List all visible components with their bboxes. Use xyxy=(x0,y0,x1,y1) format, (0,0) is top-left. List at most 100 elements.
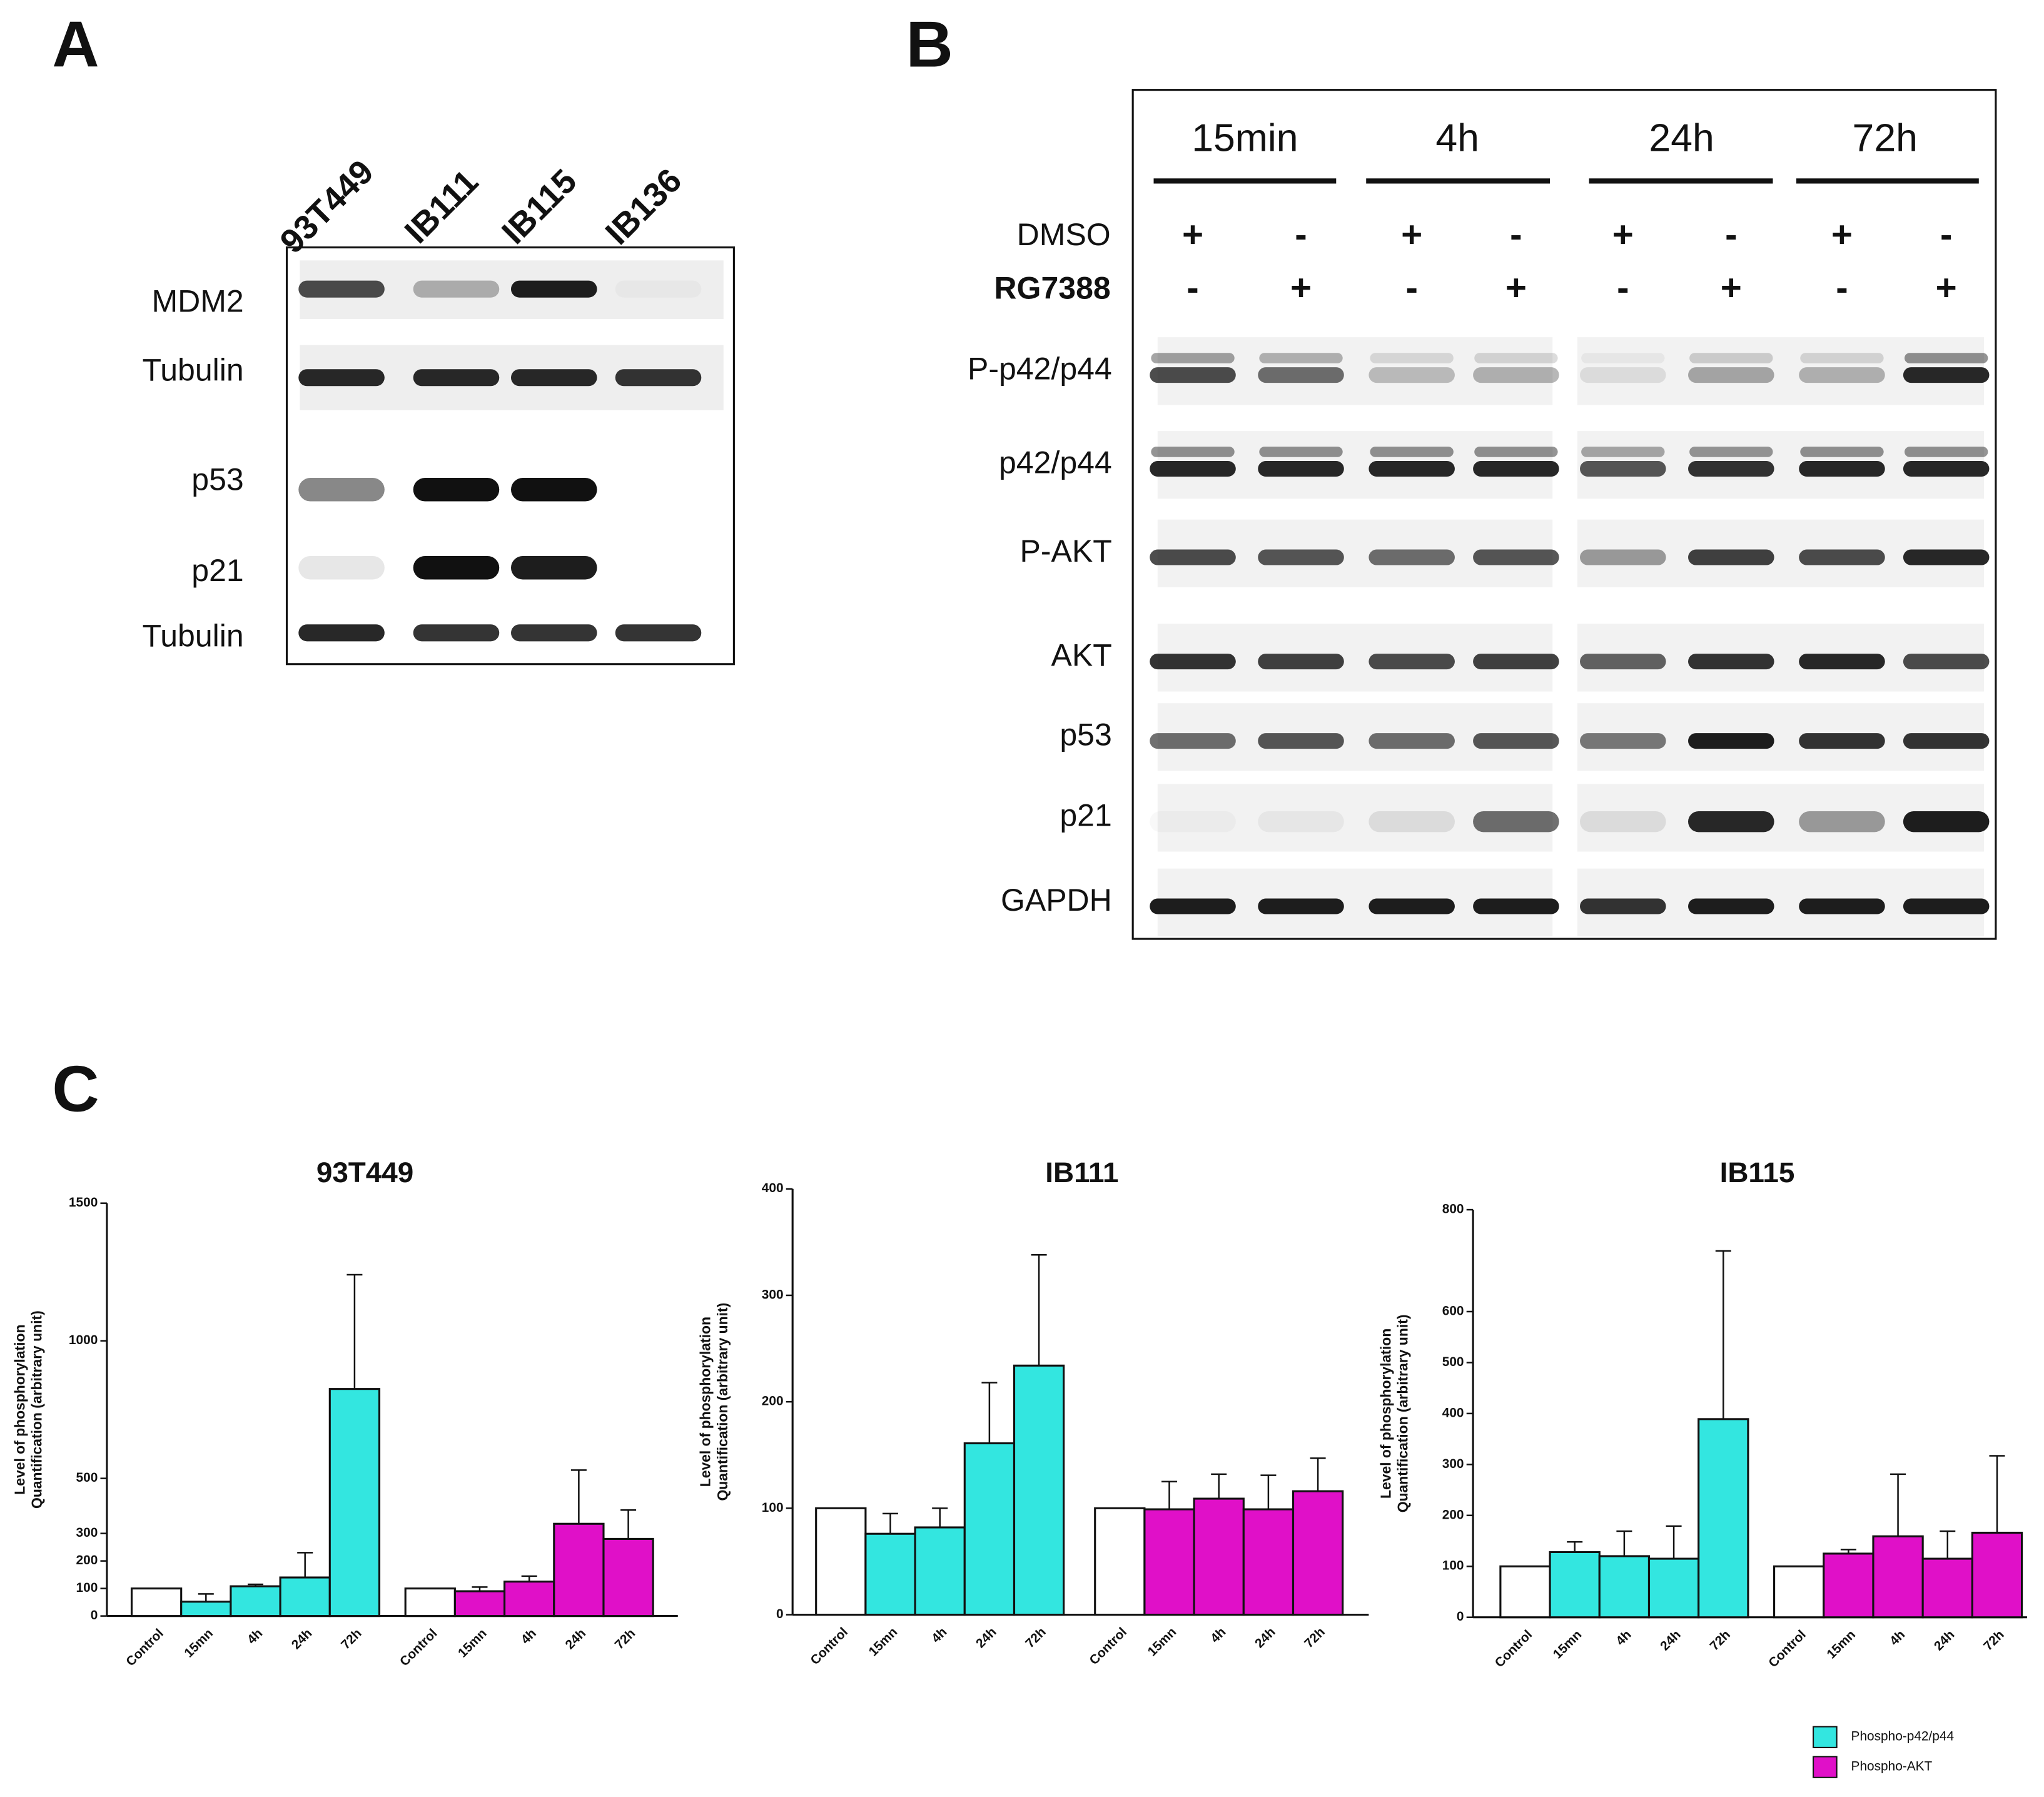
bar xyxy=(503,1581,555,1617)
bar xyxy=(1242,1508,1295,1616)
blot-band xyxy=(1369,733,1455,749)
treatment-sign: - xyxy=(1510,214,1522,255)
blot-band xyxy=(1150,549,1236,565)
y-tick-label: 300 xyxy=(76,1526,98,1540)
blot-band xyxy=(1688,733,1774,749)
blot-band xyxy=(1689,353,1773,363)
row-label: p42/p44 xyxy=(999,445,1112,480)
blot-band xyxy=(615,281,702,298)
bar xyxy=(602,1537,654,1617)
y-tick-label: 0 xyxy=(776,1607,784,1621)
row-label: Tubulin xyxy=(143,353,244,388)
bar xyxy=(130,1587,183,1617)
blot-band xyxy=(1150,367,1236,383)
treatment-sign: - xyxy=(1725,214,1737,255)
blot-band xyxy=(1473,654,1559,670)
bar xyxy=(1697,1418,1749,1619)
row-label: MDM2 xyxy=(151,283,243,318)
bar xyxy=(453,1590,506,1617)
treatment-sign: - xyxy=(1295,214,1307,255)
blot-band xyxy=(1580,460,1666,477)
blot-band xyxy=(298,555,385,580)
blot-band xyxy=(1580,811,1666,833)
chart-title: IB115 xyxy=(1720,1157,1795,1188)
timepoint-label: 4h xyxy=(1435,116,1479,159)
y-axis-label: Quantification (arbitrary unit) xyxy=(1395,1315,1411,1513)
blot-band xyxy=(1800,447,1884,457)
blot-band xyxy=(1369,654,1455,670)
blot-band xyxy=(1689,447,1773,457)
blot-band xyxy=(1799,654,1885,670)
bar xyxy=(1921,1557,1973,1619)
panel-label: B xyxy=(906,9,953,81)
y-axis-label: Level of phosphorylation xyxy=(697,1317,714,1487)
blot-band xyxy=(1903,367,1990,383)
row-label: p53 xyxy=(1060,717,1111,752)
blot-band xyxy=(1800,353,1884,363)
bar xyxy=(1499,1565,1551,1619)
treatment-sign: + xyxy=(1831,214,1853,255)
blot-band xyxy=(1904,353,1988,363)
bar xyxy=(1773,1565,1825,1619)
blot-band xyxy=(1258,460,1344,477)
blot-band xyxy=(511,478,597,502)
row-label: p21 xyxy=(1060,798,1111,833)
blot-band xyxy=(1151,353,1235,363)
blot-band xyxy=(1580,898,1666,914)
bar xyxy=(1292,1490,1344,1616)
blot-band xyxy=(1580,549,1666,565)
blot-band xyxy=(1258,654,1344,670)
y-tick-label: 200 xyxy=(762,1394,784,1409)
bar xyxy=(1823,1552,1875,1619)
bar xyxy=(404,1587,456,1617)
treatment-label: RG7388 xyxy=(994,270,1110,305)
row-label: P-p42/p44 xyxy=(968,352,1112,387)
row-label: Tubulin xyxy=(143,618,244,653)
treatment-sign: - xyxy=(1617,268,1629,308)
blot-band xyxy=(1370,353,1454,363)
blot-band xyxy=(1259,447,1343,457)
y-axis-label: Level of phosphorylation xyxy=(11,1325,28,1495)
y-tick-label: 300 xyxy=(762,1287,784,1302)
blot-band xyxy=(1688,654,1774,670)
y-tick-label: 1500 xyxy=(69,1195,98,1210)
legend-swatch xyxy=(1813,1726,1838,1748)
blot-band xyxy=(1473,733,1559,749)
blot-band xyxy=(1369,811,1455,833)
y-tick-label: 0 xyxy=(1457,1609,1464,1624)
blot-band xyxy=(1688,549,1774,565)
blot-band xyxy=(1580,367,1666,383)
bar xyxy=(180,1601,232,1617)
chart-title: 93T449 xyxy=(316,1157,413,1188)
timepoint-label: 24h xyxy=(1649,116,1714,159)
treatment-sign: - xyxy=(1186,268,1198,308)
blot-band xyxy=(413,478,500,502)
bar xyxy=(1549,1551,1601,1619)
blot-band xyxy=(298,478,385,502)
blot-band xyxy=(1581,447,1665,457)
blot-band xyxy=(413,624,500,642)
blot-band xyxy=(1799,811,1885,833)
blot-band xyxy=(1259,353,1343,363)
blot-band xyxy=(1150,898,1236,914)
blot-band xyxy=(1903,898,1990,914)
blot-band xyxy=(1370,447,1454,457)
y-tick-label: 200 xyxy=(1442,1507,1464,1522)
bar xyxy=(963,1442,1016,1616)
treatment-sign: + xyxy=(1401,214,1422,255)
blot-band xyxy=(1151,447,1235,457)
y-axis-label: Quantification (arbitrary unit) xyxy=(28,1310,44,1509)
blot-band xyxy=(1258,549,1344,565)
treatment-sign: - xyxy=(1405,268,1417,308)
blot-band xyxy=(1688,367,1774,383)
y-tick-label: 400 xyxy=(1442,1405,1464,1420)
blot-band xyxy=(1150,460,1236,477)
bar xyxy=(1872,1535,1924,1619)
row-label: GAPDH xyxy=(1001,883,1112,918)
y-tick-label: 300 xyxy=(1442,1457,1464,1471)
blot-band xyxy=(1474,447,1558,457)
legend-label: Phospho-p42/p44 xyxy=(1851,1729,1955,1744)
blot-frame xyxy=(1131,89,1997,940)
blot-band xyxy=(1150,811,1236,832)
bar xyxy=(1598,1555,1651,1619)
